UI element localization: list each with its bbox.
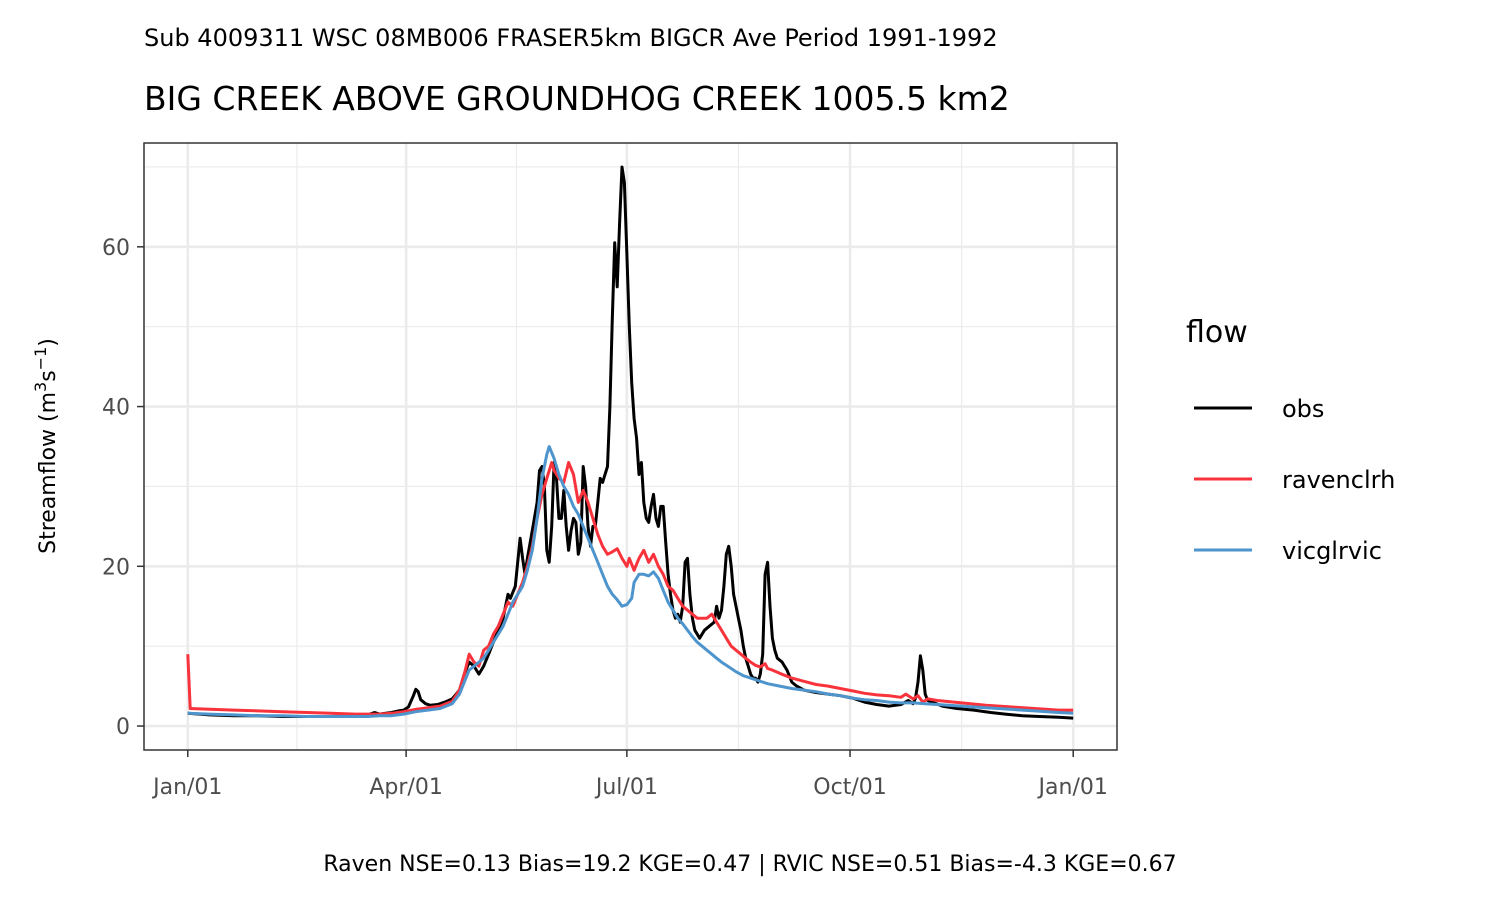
y-tick-label: 0 xyxy=(116,715,130,740)
chart-caption: Raven NSE=0.13 Bias=19.2 KGE=0.47 | RVIC… xyxy=(323,852,1176,877)
x-tick-label: Jan/01 xyxy=(151,775,222,800)
y-axis: 0 20 40 60 xyxy=(102,236,144,740)
x-tick-label: Apr/01 xyxy=(369,775,442,800)
series-line-obs xyxy=(187,165,1074,720)
y-tick-label: 20 xyxy=(102,555,130,580)
series-layer xyxy=(186,165,1074,720)
legend-items: obs ravenclrh vicglrvic xyxy=(1194,395,1395,565)
legend-label-ravenclrh: ravenclrh xyxy=(1282,466,1395,494)
legend-label-vicglrvic: vicglrvic xyxy=(1282,537,1382,565)
series-line-ravenclrh xyxy=(186,461,1074,716)
y-tick-label: 40 xyxy=(102,396,130,421)
y-axis-title: Streamflow (m3s−1) xyxy=(31,338,61,554)
legend-label-obs: obs xyxy=(1282,395,1324,423)
x-tick-label: Oct/01 xyxy=(813,775,886,800)
chart-subtitle: Sub 4009311 WSC 08MB006 FRASER5km BIGCR … xyxy=(144,24,998,52)
y-tick-label: 60 xyxy=(102,236,130,261)
legend: flow obs ravenclrh vicglrvic xyxy=(1186,315,1395,565)
x-axis: Jan/01 Apr/01 Jul/01 Oct/01 Jan/01 xyxy=(151,750,1108,800)
x-tick-label: Jul/01 xyxy=(594,775,658,800)
legend-title: flow xyxy=(1186,315,1248,350)
x-tick-label: Jan/01 xyxy=(1037,775,1108,800)
plot-panel xyxy=(143,142,1118,751)
chart-title: BIG CREEK ABOVE GROUNDHOG CREEK 1005.5 k… xyxy=(144,79,1010,118)
panel-border xyxy=(143,142,1118,751)
series-line-vicglrvic xyxy=(187,445,1074,718)
grid-lines xyxy=(144,143,1117,750)
